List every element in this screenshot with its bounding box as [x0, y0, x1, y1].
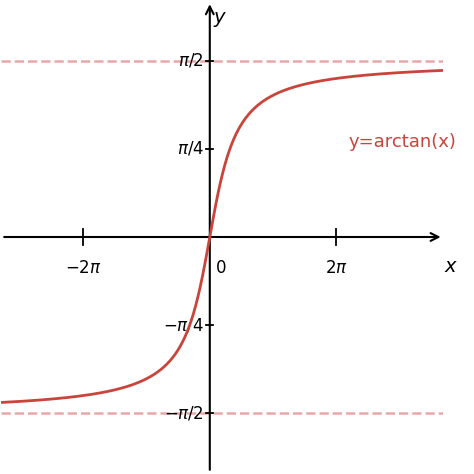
Text: $2\pi$: $2\pi$	[325, 259, 347, 277]
Text: $x$: $x$	[445, 257, 459, 276]
Text: $y$: $y$	[213, 10, 227, 29]
Text: $-\pi/2$: $-\pi/2$	[164, 404, 204, 422]
Text: $-\pi/4$: $-\pi/4$	[163, 316, 204, 334]
Text: $\pi/4$: $\pi/4$	[177, 140, 204, 158]
Text: $-2\pi$: $-2\pi$	[65, 259, 102, 277]
Text: y=arctan(x): y=arctan(x)	[349, 133, 456, 151]
Text: $\pi/2$: $\pi/2$	[178, 52, 204, 70]
Text: 0: 0	[216, 259, 227, 277]
